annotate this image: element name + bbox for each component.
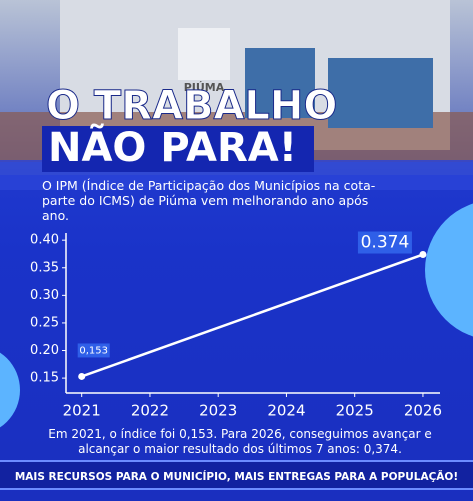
- banner: MAIS RECURSOS PARA O MUNICÍPIO, MAIS ENT…: [0, 460, 473, 490]
- y-tick-label: 0.30: [30, 288, 59, 303]
- x-tick-label: 2026: [404, 402, 442, 420]
- intro: O IPM (Índice de Participação dos Municí…: [42, 178, 376, 223]
- y-tick-label: 0.40: [30, 233, 59, 248]
- x-tick-label: 2023: [199, 402, 237, 420]
- line: [81, 253, 424, 378]
- sign: PIÚMA: [184, 81, 225, 94]
- crest: [178, 28, 230, 80]
- y-tick-label: 0.25: [30, 315, 59, 330]
- headline: NÃO PARA!: [48, 122, 297, 171]
- x-tick-label: 2024: [267, 402, 305, 420]
- headline-box: [42, 126, 314, 172]
- x-tick-label: 2022: [131, 402, 169, 420]
- x-tick-label: 2025: [336, 402, 374, 420]
- caption: Em 2021, o índice foi 0,153. Para 2026, …: [48, 427, 432, 456]
- value-label: 0.374: [361, 233, 410, 253]
- y-tick-label: 0.15: [30, 371, 59, 386]
- y-tick-label: 0.20: [30, 343, 59, 358]
- decor-circle: [0, 352, 20, 428]
- point: [78, 372, 86, 380]
- window: [245, 48, 315, 118]
- value-label: 0,153: [79, 345, 108, 356]
- decor-circle: [425, 203, 473, 337]
- point: [419, 251, 427, 259]
- label-box: [77, 343, 110, 358]
- label-box: [357, 231, 412, 254]
- x-tick-label: 2021: [63, 402, 101, 420]
- y-tick-label: 0.35: [30, 260, 59, 275]
- window: [328, 58, 433, 128]
- headline: O TRABALHO: [46, 83, 337, 129]
